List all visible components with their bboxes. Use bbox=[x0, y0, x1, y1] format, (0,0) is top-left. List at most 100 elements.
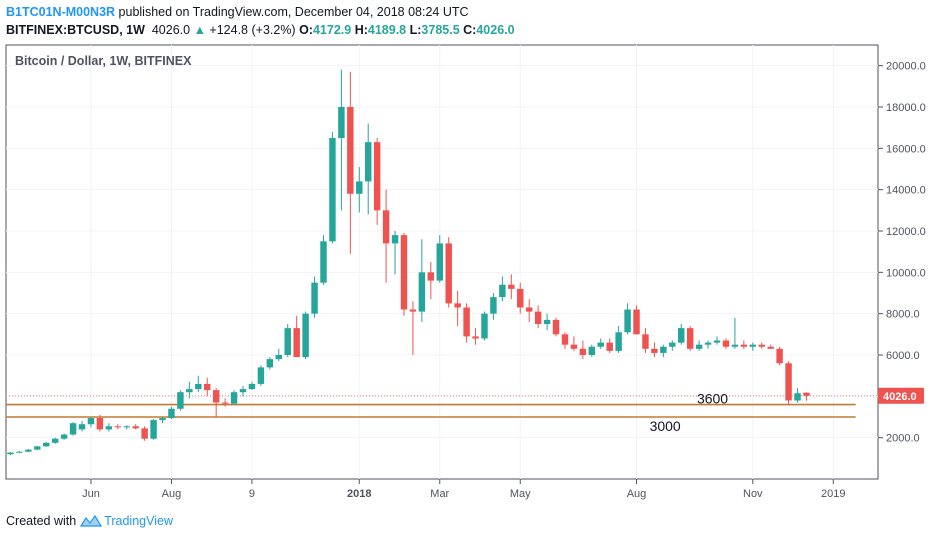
price-change: +124.8 (+3.2%) bbox=[209, 23, 296, 37]
high-value: 4189.8 bbox=[367, 23, 407, 37]
candle-body bbox=[785, 363, 792, 401]
candle-body bbox=[722, 340, 730, 347]
candle-body bbox=[678, 328, 685, 343]
x-axis: Jun Aug 9 2018 Mar May Aug Nov 2019 bbox=[82, 479, 846, 500]
candle-body bbox=[96, 418, 104, 430]
tradingview-logo-icon bbox=[80, 514, 103, 527]
current-price-badge bbox=[878, 387, 924, 404]
candle-body bbox=[212, 390, 220, 403]
footer: Created with TradingView bbox=[6, 514, 173, 528]
plot-frame bbox=[5, 44, 879, 480]
candle-body bbox=[651, 348, 658, 353]
candle-body bbox=[248, 383, 256, 390]
candle-body bbox=[195, 383, 202, 390]
candle-body bbox=[78, 424, 86, 430]
candle-body bbox=[499, 284, 506, 298]
candle-body bbox=[257, 367, 265, 384]
candle-body bbox=[43, 442, 50, 447]
symbol-name: BITFINEX:BTCUSD, 1W bbox=[6, 23, 145, 37]
candle-body bbox=[105, 426, 113, 430]
candle-body bbox=[552, 319, 560, 335]
last-price: 4026.0 bbox=[151, 23, 191, 37]
candle-body bbox=[230, 392, 238, 404]
current-price-marker: 4026.0 bbox=[878, 387, 924, 404]
candle-body bbox=[150, 420, 157, 439]
candle-body bbox=[749, 344, 757, 347]
candle-body bbox=[409, 309, 417, 312]
candle-body bbox=[570, 344, 578, 349]
candle-body bbox=[123, 426, 130, 428]
candle-body bbox=[427, 272, 435, 281]
y-tick-label: 20000.0 bbox=[886, 61, 926, 73]
candle-body bbox=[400, 235, 408, 310]
candle-body bbox=[588, 346, 596, 355]
candle-body bbox=[534, 311, 542, 324]
candle-body bbox=[731, 344, 739, 347]
candle-body bbox=[364, 142, 372, 182]
candle-body bbox=[7, 452, 14, 455]
candle-body bbox=[284, 328, 291, 355]
x-tick-label: 2018 bbox=[347, 488, 371, 500]
candle-body bbox=[686, 328, 694, 349]
symbol-info: BITFINEX:BTCUSD, 1W 4026.0 ▲ +124.8 (+3.… bbox=[6, 23, 515, 37]
candle-body bbox=[275, 355, 282, 360]
candle-body bbox=[597, 342, 604, 347]
y-axis: 2000.04000.06000.08000.010000.012000.014… bbox=[878, 61, 926, 445]
candle-body bbox=[266, 359, 274, 368]
author-link[interactable]: B1TC01N-M00N3R bbox=[6, 5, 116, 19]
x-tick-label: Mar bbox=[430, 488, 449, 500]
candle-body bbox=[204, 383, 211, 391]
support-levels: 3600 3000 bbox=[6, 391, 878, 434]
created-with-text: Created with bbox=[6, 514, 77, 528]
candle-body bbox=[642, 334, 649, 349]
candle-body bbox=[561, 334, 569, 345]
chart-title: Bitcoin / Dollar, 1W, BITFINEX bbox=[15, 54, 192, 68]
published-text: published on TradingView.com, December 0… bbox=[115, 5, 469, 19]
candle-body bbox=[168, 408, 175, 419]
candle-body bbox=[713, 340, 721, 343]
candle-body bbox=[159, 418, 166, 421]
candle-body bbox=[141, 428, 148, 439]
candle-body bbox=[320, 241, 327, 283]
y-tick-label: 14000.0 bbox=[886, 185, 926, 197]
candle-body bbox=[356, 181, 363, 194]
candle-body bbox=[338, 107, 345, 138]
candle-body bbox=[758, 344, 765, 347]
change-arrow-icon: ▲ bbox=[193, 23, 206, 37]
candle-body bbox=[615, 332, 622, 351]
x-tick-label: Aug bbox=[627, 488, 647, 500]
candle-body bbox=[669, 342, 676, 347]
x-tick-label: Aug bbox=[162, 488, 182, 500]
candle-body bbox=[767, 346, 774, 349]
candle-body bbox=[347, 107, 354, 194]
open-label: O: bbox=[299, 23, 313, 37]
candle-body bbox=[382, 210, 390, 244]
candle-body bbox=[579, 348, 587, 355]
candle-body bbox=[16, 451, 23, 453]
x-tick-label: May bbox=[510, 488, 531, 500]
close-label: C: bbox=[463, 23, 477, 37]
low-label: L: bbox=[409, 23, 422, 37]
candle-body bbox=[177, 392, 184, 409]
candle-body bbox=[329, 138, 336, 242]
y-tick-label: 10000.0 bbox=[886, 267, 926, 279]
candle-body bbox=[660, 346, 667, 353]
y-tick-label: 8000.0 bbox=[886, 309, 920, 321]
candle-body bbox=[114, 426, 122, 428]
candle-body bbox=[454, 303, 461, 308]
candle-body bbox=[740, 344, 748, 347]
candle-body bbox=[34, 446, 41, 450]
candle-body bbox=[373, 142, 381, 211]
candle-body bbox=[490, 297, 497, 314]
y-tick-label: 2000.0 bbox=[886, 433, 920, 445]
close-value: 4026.0 bbox=[476, 23, 515, 37]
level-label: 3000 bbox=[650, 418, 681, 434]
tradingview-brand-link[interactable]: TradingView bbox=[104, 514, 173, 528]
y-tick-label: 12000.0 bbox=[886, 226, 926, 238]
candle-body bbox=[87, 418, 95, 425]
candle-body bbox=[624, 309, 631, 333]
x-tick-label: 9 bbox=[249, 488, 255, 500]
candle-body bbox=[239, 389, 247, 393]
x-tick-label: Jun bbox=[82, 488, 100, 500]
